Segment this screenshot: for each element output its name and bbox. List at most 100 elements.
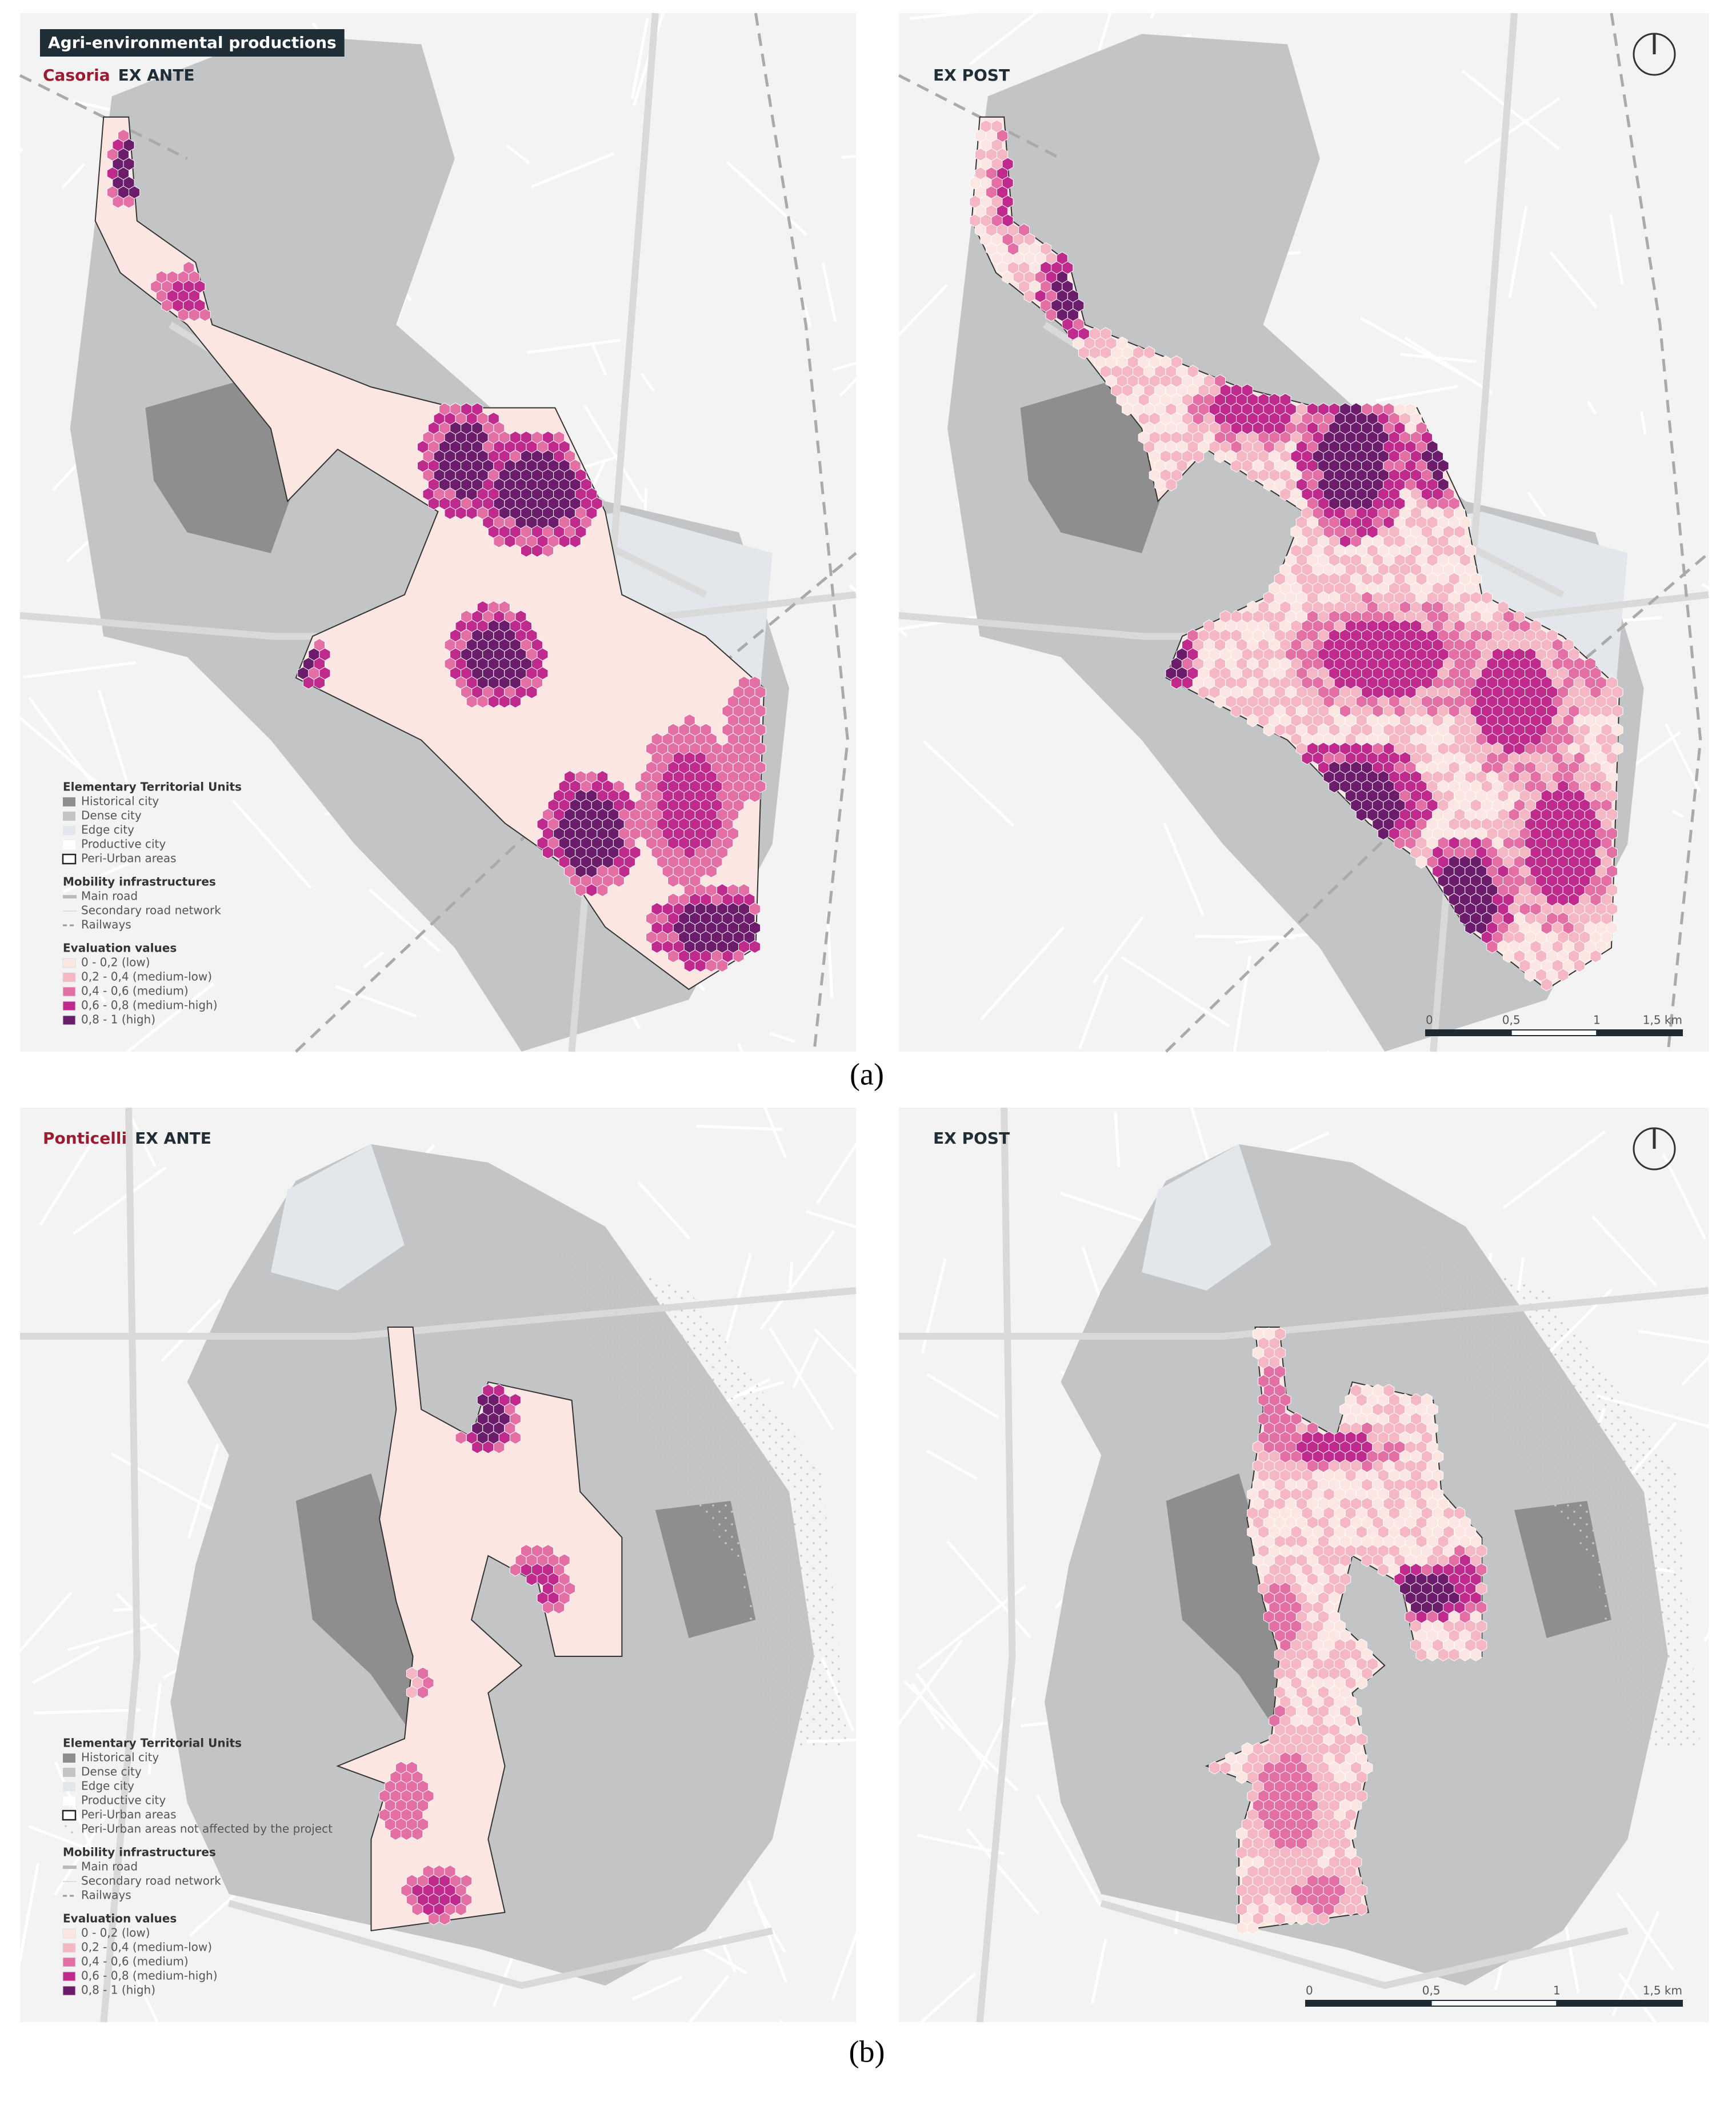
legend-swatch [63,1943,75,1952]
hex-cell [483,1441,494,1453]
legend-swatch [63,812,75,821]
hex-cell [510,696,521,708]
hex-cell [1155,478,1166,491]
scale-segment [1431,2000,1557,2006]
legend-label: 0 - 0,2 (low) [81,956,150,969]
street [0,149,22,223]
legend-label: Dense city [81,1765,142,1779]
hex-cell [1318,1912,1329,1925]
street [1705,1589,1736,1641]
hex-cell [575,884,586,897]
hex-cell [162,299,173,312]
hex-cell [1078,346,1089,359]
hex-cell [750,941,761,953]
hex-cell [1171,677,1182,689]
hex-cell [543,545,554,557]
legend-swatch [63,797,75,806]
hex-cell [668,950,679,962]
legend-label: Dense city [81,809,142,822]
hex-cell [1237,1922,1247,1935]
hex-cell [1574,960,1585,972]
legend-label: Secondary road network [81,1874,221,1888]
legend-title: Mobility infrastructures [63,1846,216,1859]
legend-label: Main road [81,1860,138,1874]
hex-cell [526,1573,537,1585]
hex-cell [406,1686,417,1699]
legend-label: Peri-Urban areas not affected by the pro… [81,1822,333,1836]
legend-label: Productive city [81,1794,166,1807]
hex-cell [733,950,744,962]
hex-cell [526,686,537,698]
hex-cell [412,1828,423,1840]
hex-cell [1002,271,1013,283]
legend-swatch [63,1972,75,1981]
scenario-label: EX ANTE [118,66,195,85]
hex-cell [189,309,199,321]
scale-segment [1511,1030,1597,1036]
hex-cell [113,195,123,208]
hex-cell [1334,1903,1345,1916]
hex-cell [417,1686,428,1699]
hex-cell [390,1828,401,1840]
hex-cell [1046,309,1057,321]
hex-cell [1362,1554,1373,1567]
legend-label: Peri-Urban areas [81,1808,177,1822]
legend-title: Evaluation values [63,1912,177,1926]
scale-segment [1557,2000,1682,2006]
hex-cell [429,497,439,510]
hex-cell [559,535,570,548]
hex-cell [429,1912,439,1925]
hex-cell [1590,950,1601,962]
legend-swatch [63,1811,75,1820]
legend-swatch [63,1001,75,1010]
hex-cell [1302,752,1313,765]
legend-label: 0,8 - 1 (high) [81,1013,155,1026]
hex-cell [1465,922,1476,934]
hex-cell [445,507,455,520]
legend-swatch [63,1016,75,1025]
legend-swatch [63,1753,75,1763]
panel-caption: (b) [849,2034,885,2068]
hex-cell [1247,714,1258,727]
hex-cell [1215,450,1226,463]
hex-cell [1231,460,1242,472]
hex-cell [466,696,477,708]
hex-cell [1280,488,1291,501]
street [790,1262,792,1287]
hex-cell [1470,1648,1481,1661]
legend-label: 0,8 - 1 (high) [81,1983,155,1997]
legend-label: Edge city [81,1779,134,1793]
legend-label: Main road [81,889,138,903]
hex-cell [521,545,531,557]
hex-cell [1193,450,1203,463]
scale-label: 1,5 km [1643,1984,1682,1998]
hex-cell [505,535,515,548]
legend-title: Elementary Territorial Units [63,1736,242,1750]
hex-cell [1237,1771,1247,1784]
hex-cell [1345,1903,1356,1916]
legend-label: Historical city [81,1751,159,1764]
hex-cell [1263,724,1274,736]
hex-cell [455,1903,466,1916]
hex-cell [1247,469,1258,482]
legend-title: Elementary Territorial Units [63,780,242,794]
legend-label: 0 - 0,2 (low) [81,1926,150,1940]
hex-cell [510,1432,521,1444]
scale-label: 0,5 [1422,1984,1441,1998]
hex-cell [668,874,679,887]
hex-cell [472,1441,483,1453]
hex-cell [532,545,543,557]
hex-cell [1263,478,1274,491]
street [850,585,907,636]
hex-cell [488,696,499,708]
hex-cell [1263,1912,1274,1925]
hex-cell [597,884,608,897]
legend-swatch [63,987,75,996]
map [878,1105,1736,2068]
hex-cell [695,960,706,972]
hex-cell [1285,1912,1296,1925]
scale-segment [1597,1030,1682,1036]
place-name: Casoria [43,66,110,85]
legend-swatch [63,1986,75,1995]
